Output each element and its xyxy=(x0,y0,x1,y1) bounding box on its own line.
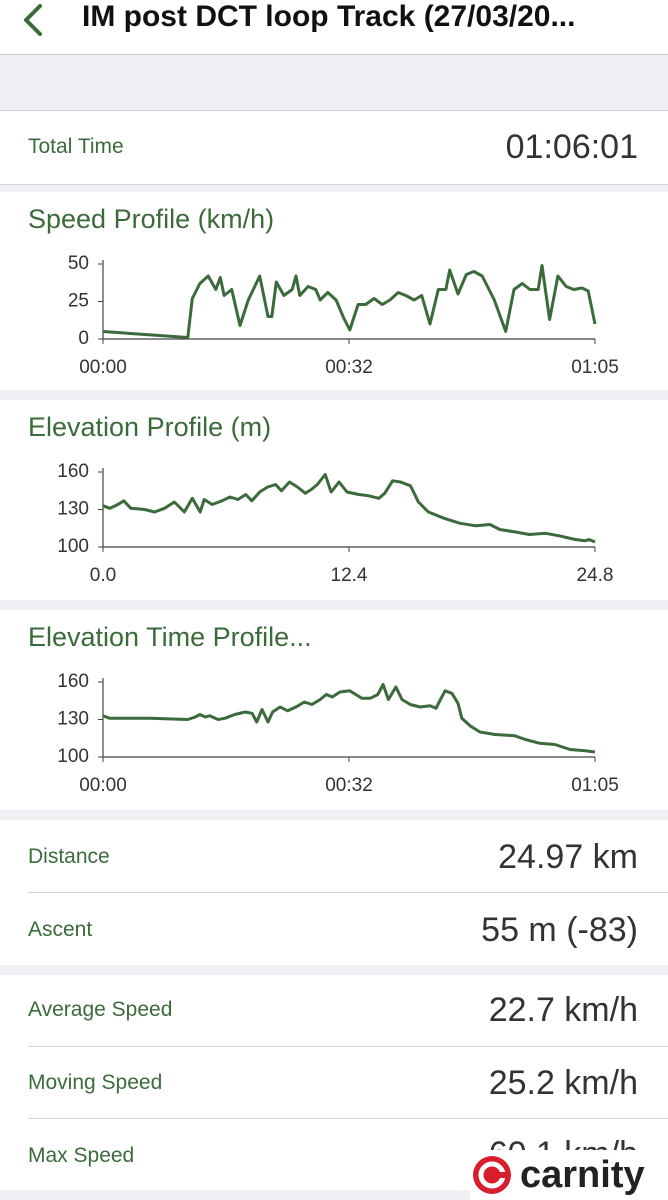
y-tick-label: 100 xyxy=(57,536,89,557)
nav-bar: IM post DCT loop Track (27/03/20... xyxy=(0,0,668,55)
watermark-text: carnity xyxy=(520,1153,645,1196)
x-tick-label: 00:00 xyxy=(79,775,127,796)
y-tick-label: 100 xyxy=(57,746,89,767)
y-tick-label: 0 xyxy=(78,328,89,349)
data-line xyxy=(102,683,596,754)
y-tick-label: 50 xyxy=(68,253,89,274)
divider xyxy=(28,1046,668,1047)
divider xyxy=(28,1118,668,1119)
row-label: Moving Speed xyxy=(28,1071,163,1094)
row-label: Ascent xyxy=(28,918,93,941)
elevation-time-chart: Elevation Time Profile... 100 130 160 00:00 0… xyxy=(0,610,668,810)
back-chevron xyxy=(24,4,42,36)
elevation-chart: Elevation Profile (m) 100 130 160 0.0 12.4 24.… xyxy=(0,400,668,600)
x-tick-label: 01:05 xyxy=(571,357,619,378)
chart-title: Elevation Time Profile... xyxy=(28,622,312,652)
x-tick-label: 00:32 xyxy=(325,357,373,378)
row-value: 22.7 km/h xyxy=(488,991,638,1029)
row-value: 24.97 km xyxy=(498,838,638,876)
x-tick-label: 0.0 xyxy=(90,565,116,586)
row-value: 01:06:01 xyxy=(505,128,638,166)
chart-title: Elevation Profile (m) xyxy=(28,412,271,442)
row-label: Distance xyxy=(28,845,110,868)
y-tick-label: 130 xyxy=(57,499,89,520)
row-label: Average Speed xyxy=(28,998,173,1021)
title: IM post DCT loop Track (27/03/20... xyxy=(82,0,576,33)
x-tick-label: 00:32 xyxy=(325,775,373,796)
y-tick-label: 130 xyxy=(57,709,89,730)
watermark-logo xyxy=(473,1156,511,1194)
row-value: 25.2 km/h xyxy=(488,1064,638,1102)
chart-title: Speed Profile (km/h) xyxy=(28,204,274,234)
x-tick-label: 24.8 xyxy=(577,565,614,586)
stats-group: Distance 24.97 km Ascent 55 m (-83) xyxy=(0,820,668,965)
y-tick-label: 160 xyxy=(57,461,89,482)
row-label: Max Speed xyxy=(28,1144,135,1167)
data-line xyxy=(102,264,597,339)
divider xyxy=(28,892,668,893)
x-tick-label: 00:00 xyxy=(79,357,127,378)
x-tick-label: 12.4 xyxy=(331,565,368,586)
back-button[interactable] xyxy=(14,0,54,54)
y-tick-label: 160 xyxy=(57,671,89,692)
speed-chart: Speed Profile (km/h) 0 25 50 00:00 00:32 01:05 xyxy=(0,192,668,390)
row-label: Total Time xyxy=(28,135,124,158)
watermark: carnity xyxy=(470,1150,668,1200)
data-line xyxy=(102,473,596,544)
row-value: 55 m (-83) xyxy=(481,911,638,949)
total-time-row: Total Time 01:06:01 xyxy=(0,110,668,185)
x-tick-label: 01:05 xyxy=(571,775,619,796)
y-tick-label: 25 xyxy=(68,291,89,312)
